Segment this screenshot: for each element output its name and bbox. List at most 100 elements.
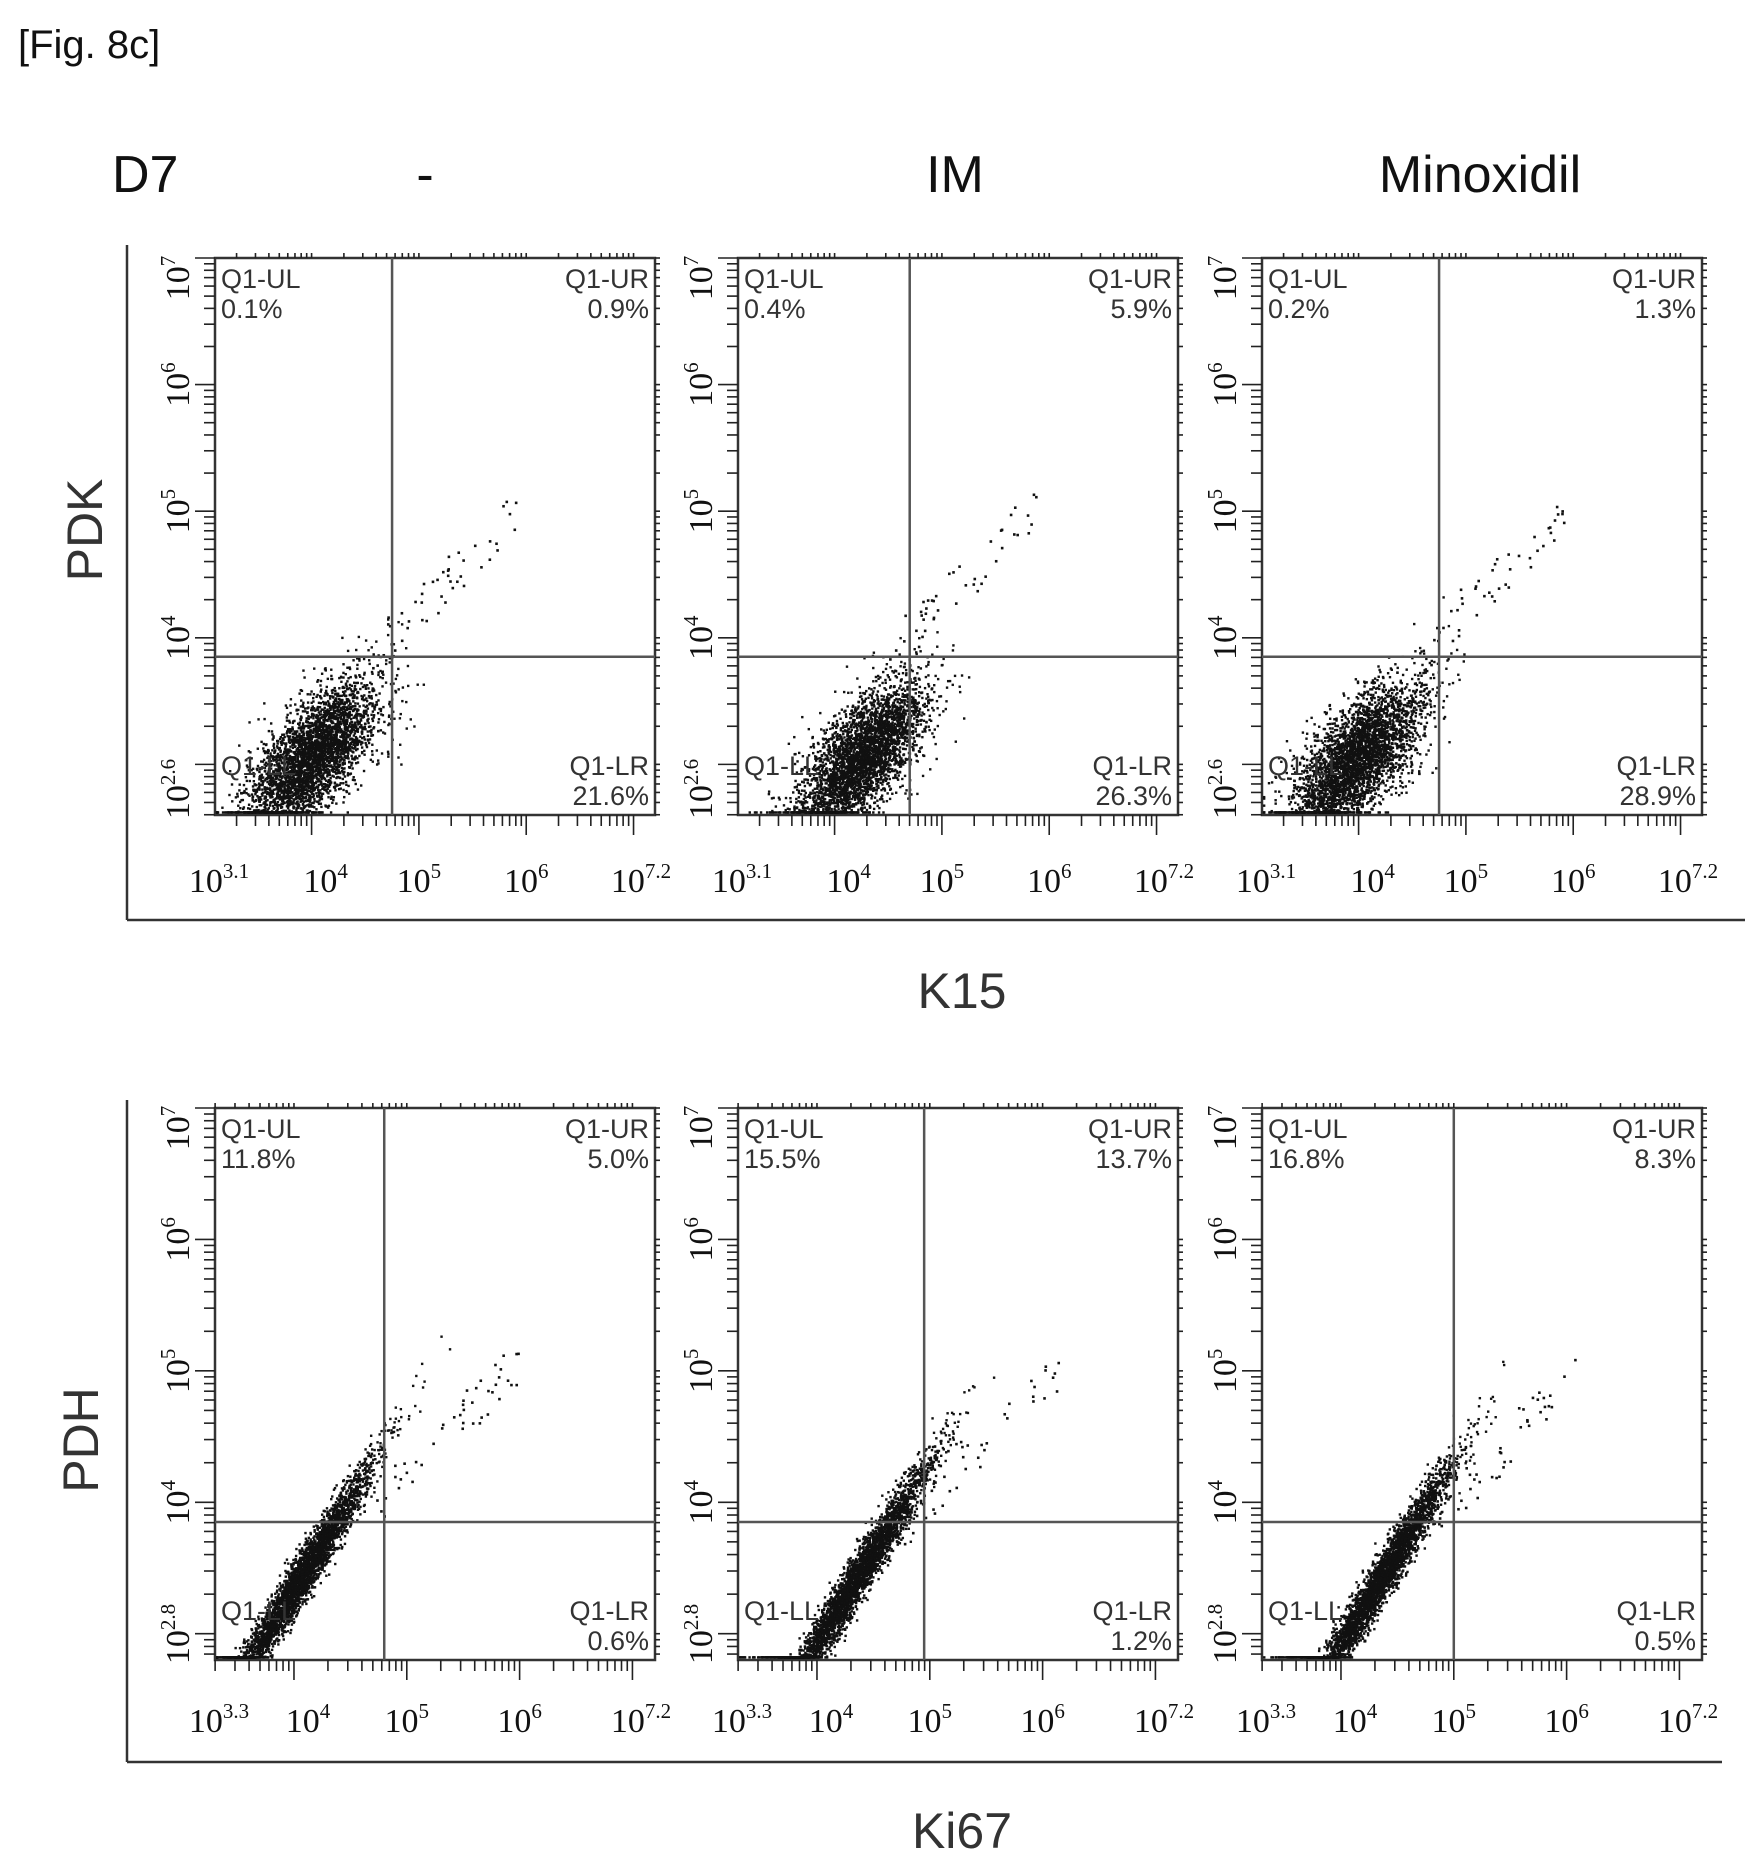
event-dot: [299, 737, 303, 740]
event-dot: [291, 726, 294, 729]
event-dot: [286, 787, 290, 790]
event-dot: [280, 766, 284, 769]
event-dot: [342, 767, 345, 770]
event-dot: [265, 743, 268, 746]
event-dot: [278, 770, 281, 773]
y-tick-label: 105: [156, 489, 197, 534]
event-dot: [271, 776, 275, 780]
event-dot: [306, 720, 309, 724]
event-dot: [316, 720, 319, 724]
event-dot: [343, 723, 346, 727]
outlier-dot: [457, 551, 461, 555]
event-dot: [348, 716, 351, 719]
event-dot: [307, 730, 310, 733]
event-dot: [285, 791, 289, 795]
event-dot: [901, 695, 904, 698]
event-dot: [306, 793, 309, 796]
event-dot: [362, 735, 366, 739]
event-dot: [303, 741, 307, 745]
event-dot: [299, 784, 302, 787]
event-dot: [318, 705, 322, 709]
event-dot: [327, 772, 330, 776]
event-dot: [308, 748, 311, 752]
event-dot: [948, 679, 952, 683]
event-dot: [299, 766, 302, 769]
event-dot: [337, 756, 340, 759]
event-dot: [258, 778, 261, 781]
outlier-dot: [488, 540, 492, 543]
event-dot: [231, 800, 234, 803]
event-dot: [353, 732, 357, 735]
event-dot: [237, 804, 240, 807]
event-dot: [287, 794, 290, 797]
event-dot: [377, 673, 380, 677]
event-dot: [326, 791, 329, 794]
event-dot: [366, 738, 369, 741]
event-dot: [927, 674, 930, 677]
event-dot: [870, 694, 873, 698]
event-dot: [311, 784, 315, 787]
outlier-dot: [431, 580, 435, 584]
outlier-dot: [382, 653, 386, 657]
quadrant-percent-ul: 0.1%: [221, 294, 283, 324]
event-dot: [321, 787, 324, 790]
event-dot: [295, 741, 298, 744]
event-dot: [263, 801, 266, 804]
event-dot: [896, 708, 900, 712]
event-dot: [375, 749, 379, 752]
event-dot: [305, 769, 308, 772]
event-dot: [277, 789, 280, 793]
event-dot: [290, 778, 293, 782]
outlier-dot: [440, 595, 443, 598]
event-dot: [298, 769, 301, 773]
event-dot: [884, 779, 888, 783]
event-dot: [335, 776, 338, 780]
event-dot: [413, 725, 416, 728]
event-dot: [328, 773, 331, 777]
event-dot: [252, 809, 256, 812]
event-dot: [295, 734, 299, 738]
event-dot: [245, 758, 248, 762]
event-dot: [293, 763, 296, 766]
event-dot: [301, 710, 305, 713]
event-dot: [334, 737, 337, 740]
event-dot: [322, 772, 325, 775]
event-dot: [258, 770, 261, 774]
event-dot: [274, 784, 277, 787]
event-dot: [346, 666, 349, 669]
event-dot: [307, 745, 311, 748]
event-dot: [290, 783, 294, 786]
event-dot: [356, 761, 360, 764]
event-dot: [303, 707, 307, 710]
event-dot: [356, 730, 360, 733]
event-dot: [296, 756, 299, 759]
event-dot: [327, 761, 331, 765]
event-dot: [878, 684, 881, 687]
event-dot: [347, 784, 350, 788]
event-dot: [339, 700, 343, 704]
event-dot: [367, 725, 371, 729]
event-dot: [882, 670, 885, 674]
event-dot: [273, 751, 276, 755]
event-dot: [317, 732, 320, 736]
event-dot: [306, 732, 310, 735]
event-dot: [298, 732, 301, 736]
event-dot: [318, 722, 321, 725]
event-dot: [901, 671, 905, 675]
event-dot: [281, 753, 285, 756]
event-dot: [285, 796, 288, 800]
tick-base: 10: [160, 785, 197, 819]
event-dot: [278, 737, 282, 741]
event-dot: [312, 714, 316, 717]
event-dot: [303, 788, 307, 792]
event-dot: [323, 788, 326, 792]
event-dot: [280, 796, 283, 800]
event-dot: [284, 757, 287, 761]
event-dot: [293, 781, 297, 784]
event-dot: [308, 809, 312, 813]
event-dot: [354, 723, 357, 727]
event-dot: [277, 796, 280, 800]
event-dot: [844, 713, 848, 716]
event-dot: [316, 764, 319, 768]
event-dot: [264, 789, 267, 792]
